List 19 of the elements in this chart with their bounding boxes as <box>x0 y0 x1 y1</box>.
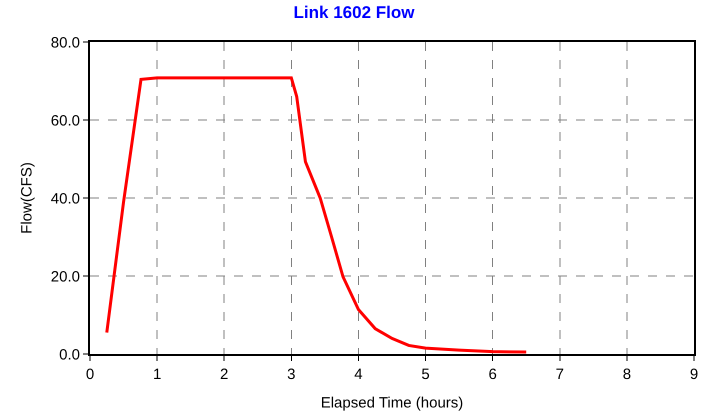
x-tick-label: 5 <box>421 366 430 383</box>
y-tick-label: 40.0 <box>50 190 80 208</box>
x-tick-label: 8 <box>622 366 632 383</box>
x-tick-label: 7 <box>556 366 564 383</box>
y-axis-title: Flow(CFS) <box>18 162 36 234</box>
x-tick-label: 9 <box>690 366 698 383</box>
line-series <box>105 76 528 354</box>
x-tick-label: 0 <box>86 366 94 383</box>
x-tick-label: 3 <box>287 366 296 383</box>
y-tick-label: 20.0 <box>50 268 80 286</box>
x-tick-label: 1 <box>152 366 162 383</box>
x-tick-label: 6 <box>488 366 497 383</box>
x-tick-label: 4 <box>354 366 363 383</box>
x-axis-title: Elapsed Time (hours) <box>320 394 464 412</box>
y-tick-label: 0.0 <box>59 346 80 364</box>
y-tick-label: 80.0 <box>50 34 80 52</box>
y-tick-label: 60.0 <box>50 112 80 130</box>
x-tick-label: 2 <box>220 366 228 383</box>
chart-title: Link 1602 Flow <box>294 3 416 22</box>
